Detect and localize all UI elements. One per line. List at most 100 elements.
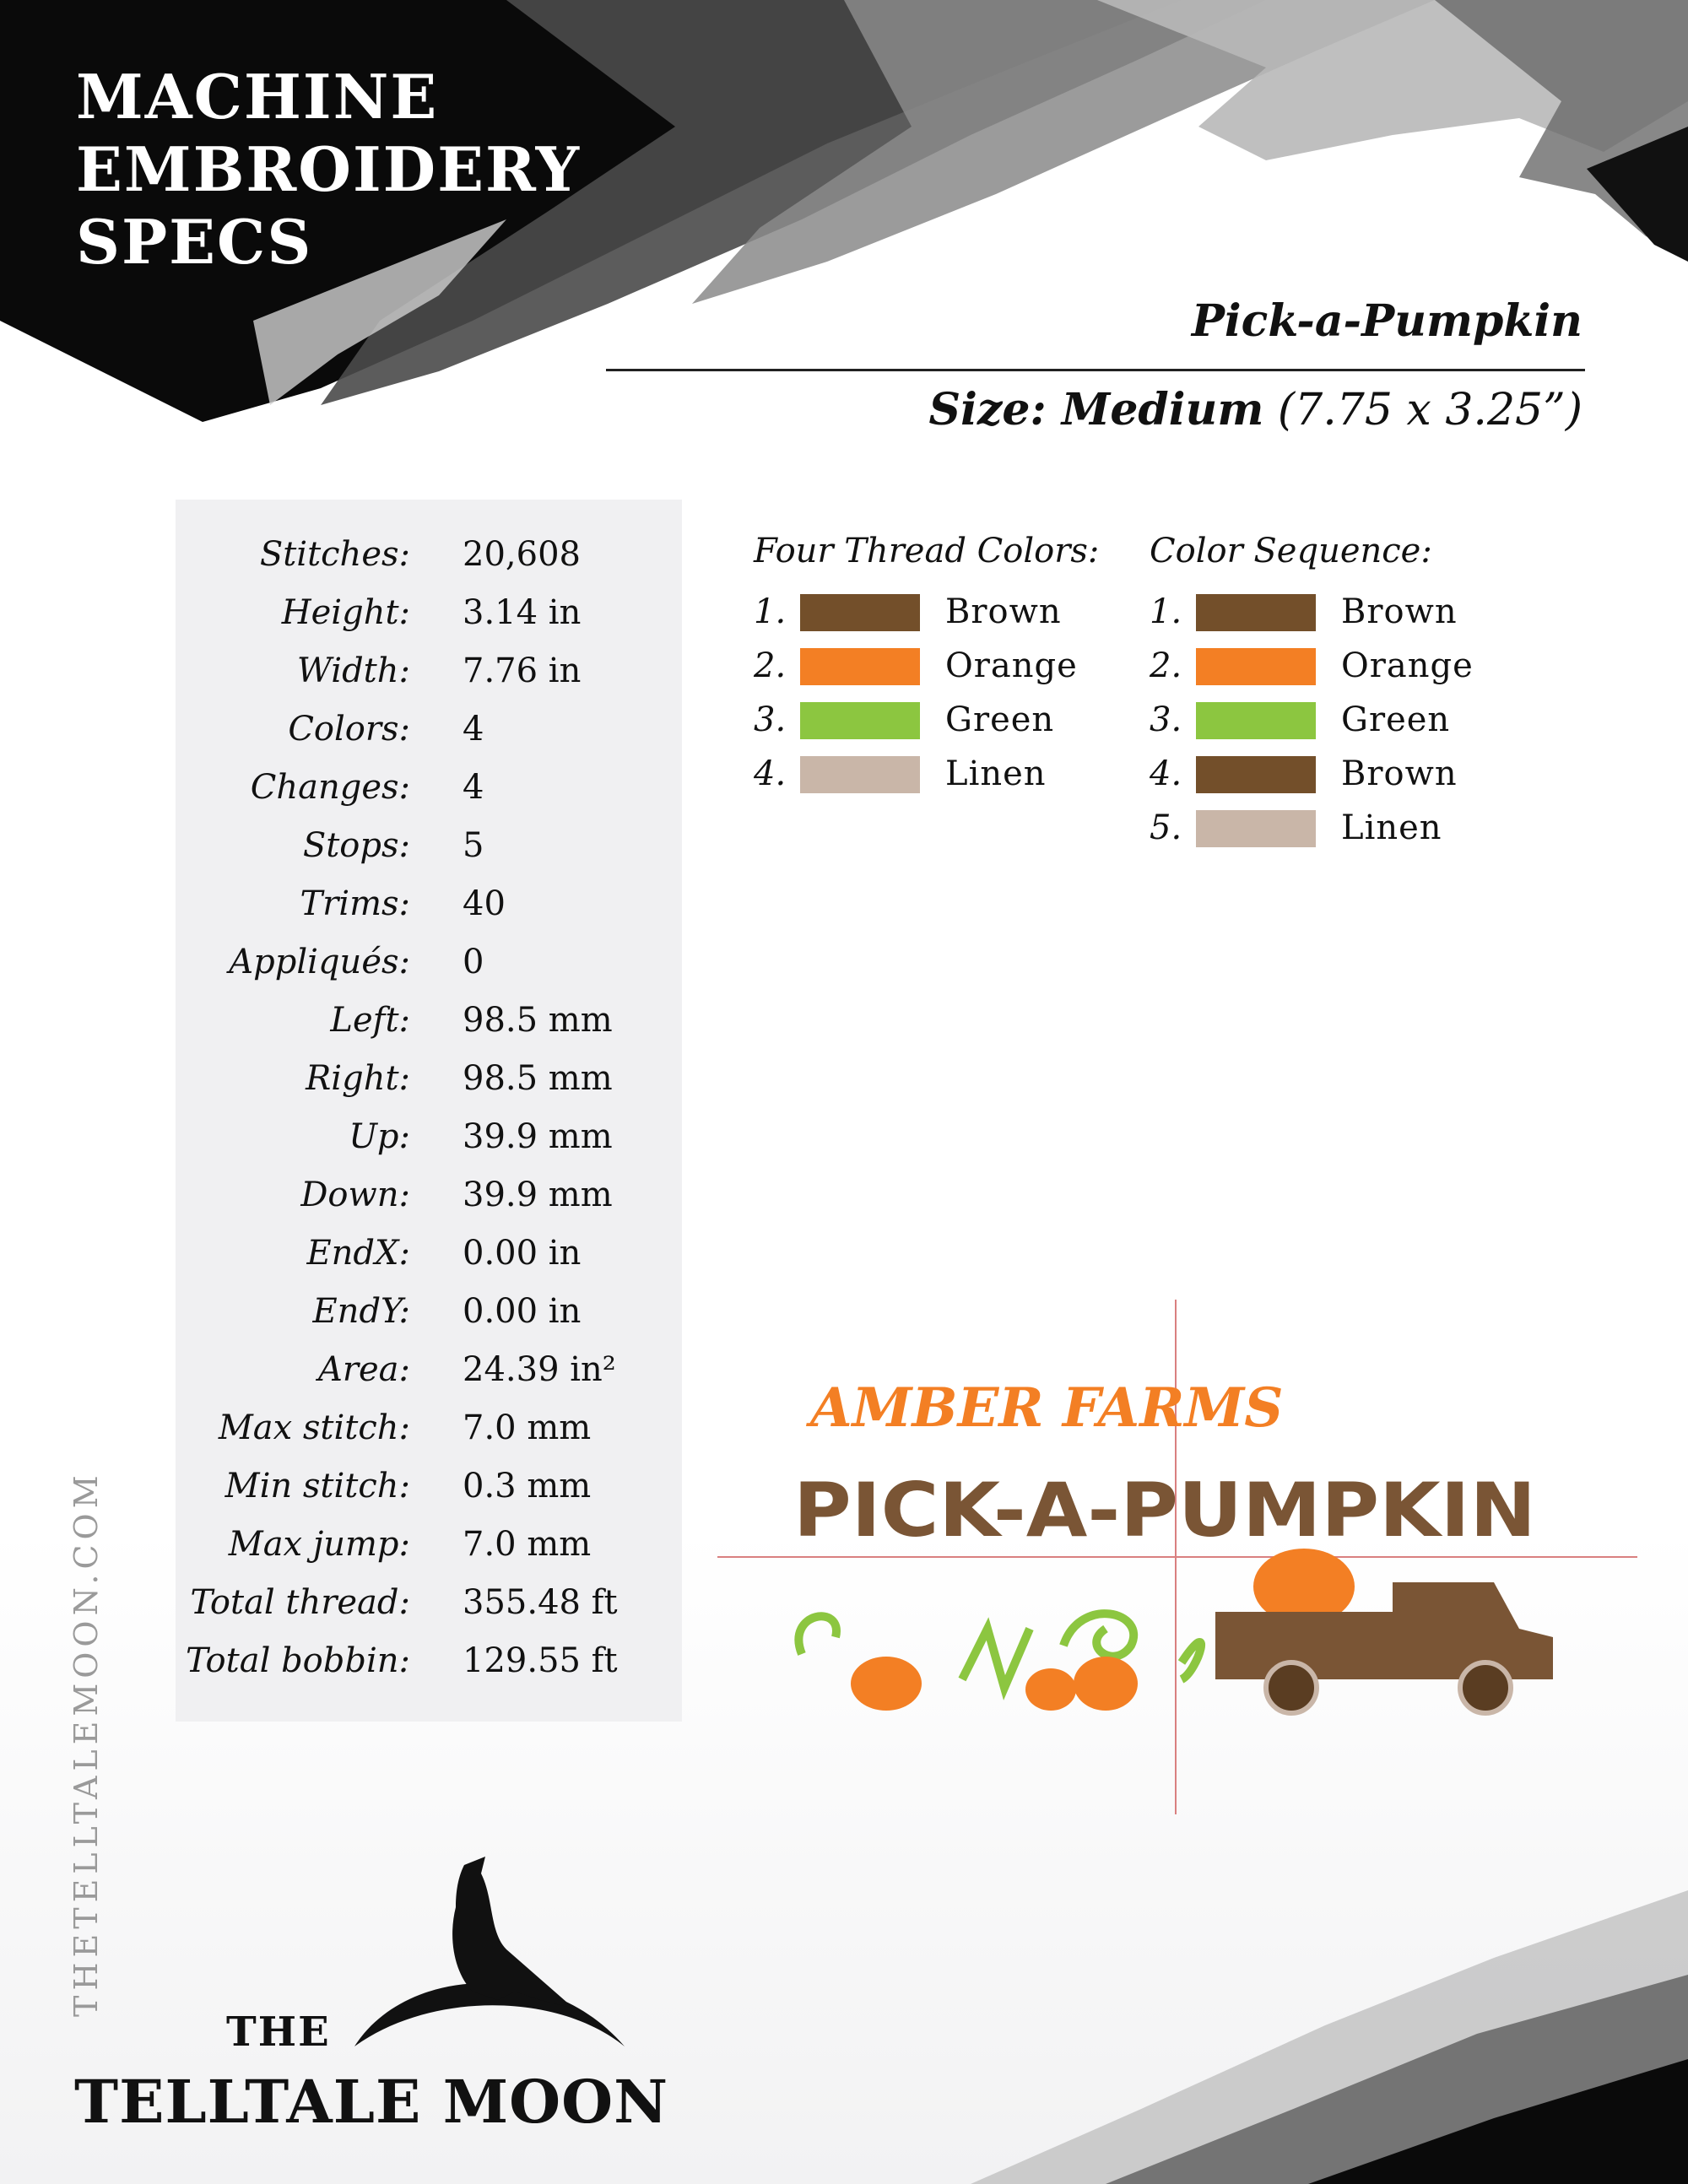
spec-value: 355.48 ft	[463, 1583, 618, 1622]
spec-row: Max stitch: 7.0 mm	[176, 1407, 682, 1465]
color-row: 4. Linen	[754, 753, 1108, 807]
color-swatch	[800, 756, 920, 793]
color-number: 4.	[754, 754, 787, 793]
color-number: 3.	[1150, 700, 1182, 739]
spec-label: Down:	[300, 1176, 410, 1214]
spec-row: Trims: 40	[176, 883, 682, 941]
spec-label: Area:	[317, 1350, 410, 1389]
title-line: SPECS	[76, 206, 313, 278]
size-label: Size: Medium	[928, 384, 1264, 435]
color-number: 4.	[1150, 754, 1182, 793]
spec-label: Colors:	[288, 710, 410, 749]
spec-row: Left: 98.5 mm	[176, 999, 682, 1057]
spec-value: 20,608	[463, 535, 581, 574]
spec-row: Up: 39.9 mm	[176, 1116, 682, 1174]
page-title: MACHINE EMBROIDERY SPECS	[76, 61, 581, 278]
spec-value: 24.39 in²	[463, 1350, 616, 1389]
pumpkin	[1074, 1657, 1138, 1711]
spec-value: 39.9 mm	[463, 1117, 613, 1156]
color-row: 4. Brown	[1150, 753, 1504, 807]
spec-value: 0.00 in	[463, 1234, 582, 1273]
spec-label: Width:	[296, 651, 410, 690]
color-swatch	[800, 702, 920, 739]
logo-name: TELLTALE MOON	[74, 2067, 669, 2137]
spec-row: Colors: 4	[176, 708, 682, 766]
color-name: Linen	[945, 754, 1047, 793]
color-swatch	[800, 594, 920, 631]
spec-label: Stitches:	[259, 535, 410, 574]
color-number: 1.	[754, 592, 787, 631]
specs-panel: Stitches: 20,608 Height: 3.14 in Width: 7.76 …	[176, 500, 682, 1722]
spec-label: EndX:	[306, 1234, 410, 1273]
color-swatch	[1196, 594, 1316, 631]
spec-row: Max jump: 7.0 mm	[176, 1523, 682, 1581]
spec-row: EndY: 0.00 in	[176, 1290, 682, 1349]
spec-row: Total bobbin: 129.55 ft	[176, 1640, 682, 1698]
design-top-text: AMBER FARMS	[806, 1376, 1283, 1440]
color-swatch	[800, 648, 920, 685]
spec-label: Trims:	[300, 884, 410, 923]
spec-value: 4	[463, 710, 484, 749]
pumpkin	[851, 1657, 922, 1711]
spec-label: Total bobbin:	[185, 1641, 410, 1680]
spec-row: Right: 98.5 mm	[176, 1057, 682, 1116]
spec-row: Width: 7.76 in	[176, 650, 682, 708]
title-line: MACHINE	[76, 61, 439, 132]
pumpkin	[1025, 1668, 1076, 1711]
color-swatch	[1196, 702, 1316, 739]
spec-value: 98.5 mm	[463, 1001, 613, 1040]
color-name: Orange	[1341, 646, 1474, 685]
truck-wheel	[1458, 1660, 1513, 1716]
spec-value: 4	[463, 768, 484, 807]
brush-stroke-bottom	[971, 1890, 1688, 2184]
spec-value: 39.9 mm	[463, 1176, 613, 1214]
spec-row: Total thread: 355.48 ft	[176, 1581, 682, 1640]
color-name: Brown	[945, 592, 1062, 631]
color-name: Orange	[945, 646, 1078, 685]
spec-value: 40	[463, 884, 506, 923]
color-number: 5.	[1150, 808, 1182, 847]
spec-value: 0.00 in	[463, 1292, 582, 1331]
brush-stroke-top	[0, 0, 1688, 422]
color-swatch	[1196, 810, 1316, 847]
spec-label: Max jump:	[228, 1525, 410, 1564]
spec-label: Total thread:	[190, 1583, 410, 1622]
spec-row: Height: 3.14 in	[176, 592, 682, 650]
spec-label: Max stitch:	[218, 1408, 410, 1447]
design-main-text: PICK-A-PUMPKIN	[793, 1467, 1536, 1554]
color-swatch	[1196, 756, 1316, 793]
truck-wheel	[1263, 1660, 1319, 1716]
color-number: 2.	[754, 646, 787, 685]
color-row: 5. Linen	[1150, 807, 1504, 861]
color-row: 2. Orange	[1150, 645, 1504, 699]
spec-value: 98.5 mm	[463, 1059, 613, 1098]
spec-label: Up:	[349, 1117, 410, 1156]
vine	[794, 1609, 1205, 1700]
spec-row: Appliqués: 0	[176, 941, 682, 999]
spec-label: Min stitch:	[225, 1467, 410, 1506]
color-row: 3. Green	[1150, 699, 1504, 753]
color-swatch	[1196, 648, 1316, 685]
crow-logo-icon	[354, 1857, 625, 2046]
color-name: Linen	[1341, 808, 1442, 847]
spec-value: 129.55 ft	[463, 1641, 618, 1680]
color-name: Brown	[1341, 592, 1458, 631]
color-name: Green	[945, 700, 1055, 739]
design-size: Size: Medium (7.75 x 3.25”)	[929, 384, 1582, 436]
color-name: Brown	[1341, 754, 1458, 793]
spec-label: Stops:	[302, 826, 410, 865]
spec-row: Down: 39.9 mm	[176, 1174, 682, 1232]
pumpkin-large	[1253, 1549, 1355, 1624]
spec-label: EndY:	[312, 1292, 410, 1331]
divider	[606, 369, 1585, 371]
spec-row: EndX: 0.00 in	[176, 1232, 682, 1290]
spec-value: 7.0 mm	[463, 1525, 592, 1564]
logo-the: THE	[226, 2008, 331, 2056]
size-dims: (7.75 x 3.25”)	[1277, 385, 1582, 435]
color-row: 1. Brown	[754, 591, 1108, 645]
color-name: Green	[1341, 700, 1451, 739]
color-number: 3.	[754, 700, 787, 739]
color-number: 1.	[1150, 592, 1182, 631]
color-row: 2. Orange	[754, 645, 1108, 699]
truck	[1215, 1582, 1553, 1679]
